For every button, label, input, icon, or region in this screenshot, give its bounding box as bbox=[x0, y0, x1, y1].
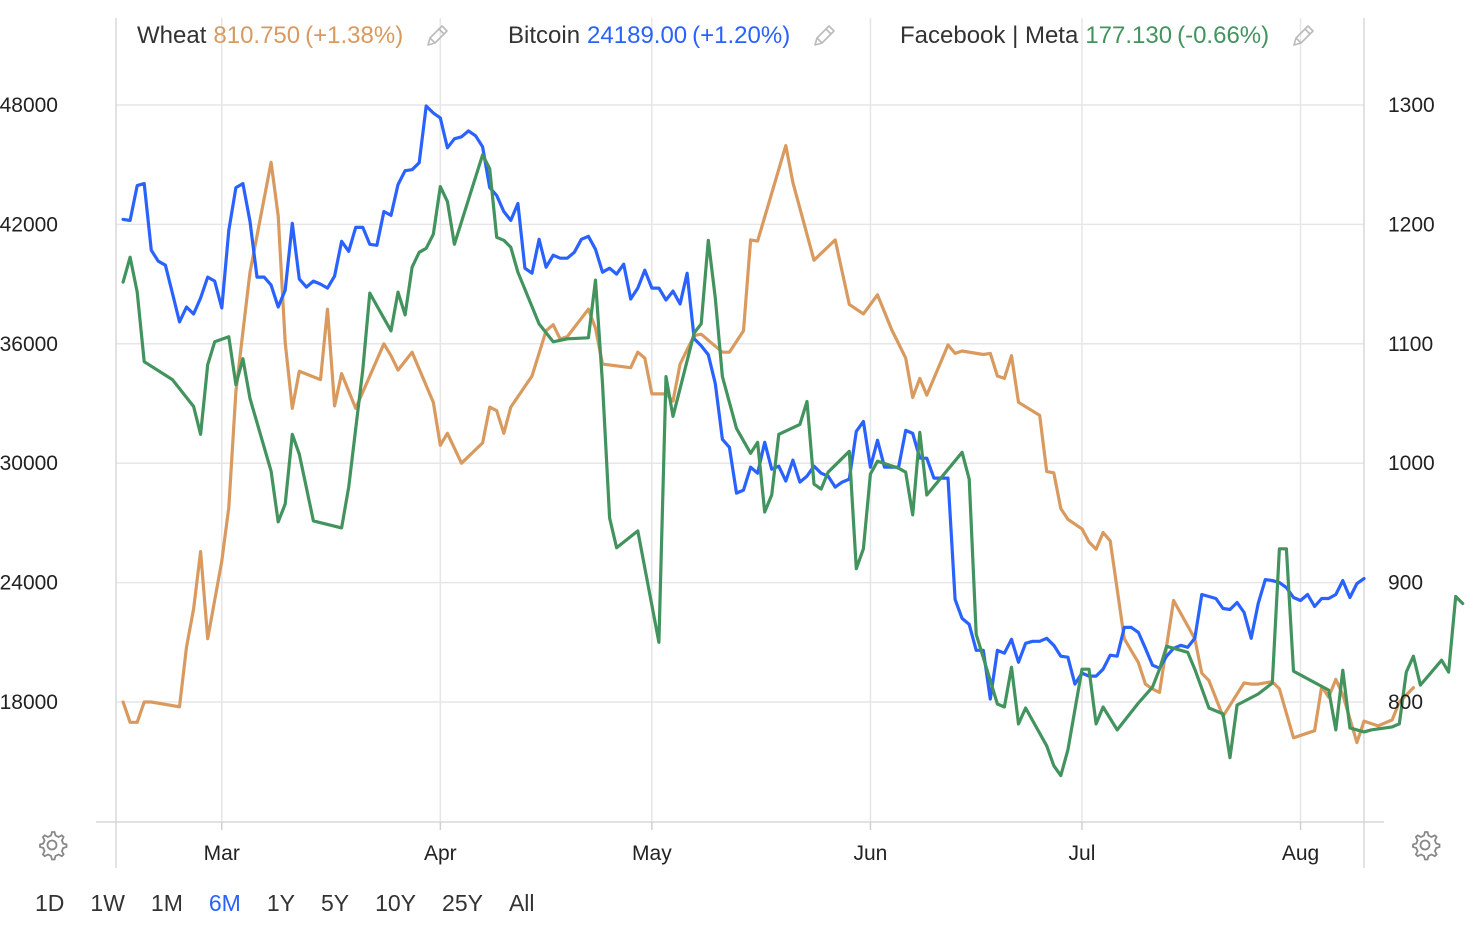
legend-item-bitcoin[interactable]: Bitcoin 24189.00 (+1.20%) bbox=[508, 22, 838, 50]
legend: Wheat 810.750 (+1.38%) Bitcoin 24189.00 … bbox=[0, 22, 1470, 62]
range-10y-button[interactable]: 10Y bbox=[375, 890, 417, 916]
series-layer bbox=[121, 104, 1465, 778]
plot-frame bbox=[96, 18, 1384, 868]
x-tick-label: Aug bbox=[1282, 842, 1319, 865]
left-y-axis-ticks: 48000 42000 36000 30000 24000 18000 bbox=[0, 94, 58, 714]
legend-item-facebook-meta[interactable]: Facebook | Meta 177.130 (-0.66%) bbox=[900, 22, 1317, 50]
range-all-button[interactable]: All bbox=[508, 890, 535, 916]
range-25y-button[interactable]: 25Y bbox=[442, 890, 483, 916]
legend-series-change: (+1.38%) bbox=[305, 22, 404, 49]
range-1y-button[interactable]: 1Y bbox=[266, 890, 295, 916]
right-y-tick-label: 1200 bbox=[1388, 213, 1435, 236]
legend-series-change: (+1.20%) bbox=[692, 22, 791, 49]
legend-series-name: Facebook | Meta bbox=[900, 22, 1079, 49]
right-y-tick-label: 1100 bbox=[1388, 333, 1433, 356]
pencil-icon[interactable] bbox=[423, 22, 451, 50]
left-y-tick-label: 24000 bbox=[0, 572, 58, 595]
series-line-wheat bbox=[121, 144, 1416, 745]
range-1m-button[interactable]: 1M bbox=[150, 890, 183, 916]
right-y-axis-ticks: 1300 1200 1100 1000 900 800 bbox=[1388, 94, 1435, 714]
x-tick-label: Jul bbox=[1069, 842, 1096, 865]
pencil-icon[interactable] bbox=[1289, 22, 1317, 50]
legend-series-value: 810.750 bbox=[213, 22, 301, 49]
x-axis-ticks: Mar Apr May Jun Jul Aug bbox=[204, 822, 1319, 865]
right-y-tick-label: 1000 bbox=[1388, 452, 1435, 475]
time-range-selector: 1D 1W 1M 6M 1Y 5Y 10Y 25Y All bbox=[22, 886, 548, 922]
x-tick-label: Mar bbox=[204, 842, 240, 865]
legend-item-wheat[interactable]: Wheat 810.750 (+1.38%) bbox=[137, 22, 451, 50]
vertical-grid bbox=[221, 18, 1302, 822]
legend-series-value: 177.130 bbox=[1085, 22, 1173, 49]
horizontal-grid bbox=[116, 104, 1364, 703]
left-y-tick-label: 42000 bbox=[0, 213, 58, 236]
right-y-tick-label: 900 bbox=[1388, 572, 1423, 595]
range-1d-button[interactable]: 1D bbox=[35, 890, 65, 916]
left-y-tick-label: 48000 bbox=[0, 94, 58, 117]
x-tick-label: May bbox=[632, 842, 672, 865]
x-tick-label: Apr bbox=[424, 842, 457, 865]
range-5y-button[interactable]: 5Y bbox=[320, 890, 350, 916]
right-y-tick-label: 1300 bbox=[1388, 94, 1435, 117]
x-tick-label: Jun bbox=[854, 842, 888, 865]
legend-series-name: Bitcoin bbox=[508, 22, 581, 49]
range-1w-button[interactable]: 1W bbox=[90, 890, 125, 916]
right-y-tick-label: 800 bbox=[1388, 691, 1423, 714]
gear-icon[interactable] bbox=[35, 828, 69, 862]
left-y-tick-label: 18000 bbox=[0, 691, 58, 714]
left-y-tick-label: 30000 bbox=[0, 452, 58, 475]
series-line-facebook-meta bbox=[121, 153, 1465, 778]
legend-series-change: (-0.66%) bbox=[1177, 22, 1270, 49]
pencil-icon[interactable] bbox=[810, 22, 838, 50]
legend-series-value: 24189.00 bbox=[587, 22, 688, 49]
range-6m-button[interactable]: 6M bbox=[208, 890, 241, 916]
gear-icon[interactable] bbox=[1408, 828, 1442, 862]
left-y-tick-label: 36000 bbox=[0, 333, 58, 356]
legend-series-name: Wheat bbox=[137, 22, 207, 49]
series-line-bitcoin bbox=[121, 104, 1366, 701]
